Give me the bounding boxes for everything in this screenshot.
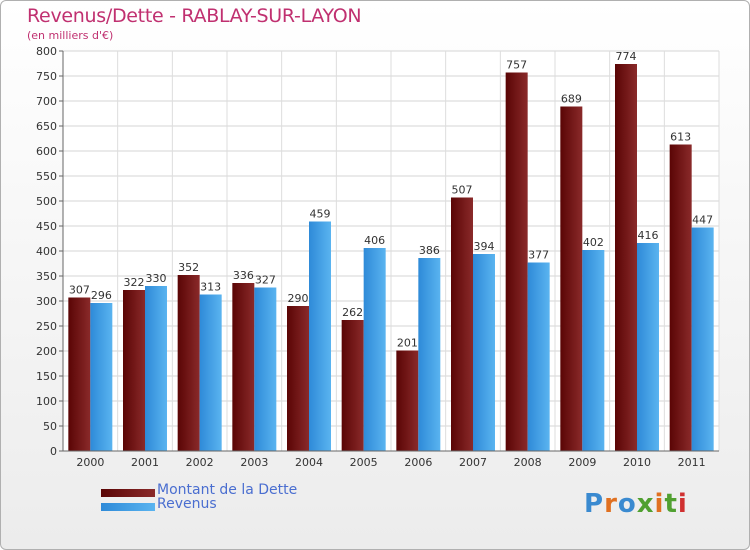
data-label-revenue: 394 bbox=[474, 240, 495, 253]
data-label-revenue: 386 bbox=[419, 244, 440, 257]
bar-revenue bbox=[309, 221, 331, 451]
x-tick-label: 2011 bbox=[678, 456, 706, 469]
x-tick-label: 2003 bbox=[240, 456, 268, 469]
bar-debt bbox=[669, 144, 692, 451]
y-tick-label: 650 bbox=[36, 120, 57, 133]
data-label-revenue: 313 bbox=[200, 281, 221, 294]
data-label-debt: 689 bbox=[561, 93, 582, 106]
bar-debt bbox=[232, 283, 255, 451]
bar-debt bbox=[615, 64, 637, 451]
data-label-revenue: 416 bbox=[638, 229, 659, 242]
x-tick-label: 2005 bbox=[350, 456, 378, 469]
y-tick-label: 400 bbox=[36, 245, 57, 258]
x-tick-label: 2004 bbox=[295, 456, 323, 469]
x-tick-label: 2002 bbox=[186, 456, 214, 469]
data-label-revenue: 330 bbox=[146, 272, 167, 285]
data-label-revenue: 406 bbox=[364, 234, 385, 247]
data-label-debt: 507 bbox=[452, 184, 473, 197]
data-label-revenue: 447 bbox=[692, 214, 713, 227]
x-tick-label: 2007 bbox=[459, 456, 487, 469]
bar-debt bbox=[451, 197, 473, 451]
legend-label-debt: Montant de la Dette bbox=[157, 482, 298, 498]
y-tick-label: 450 bbox=[36, 220, 57, 233]
bar-revenue bbox=[527, 262, 550, 451]
data-label-debt: 352 bbox=[178, 261, 199, 274]
logo-letter: i bbox=[677, 489, 688, 519]
y-tick-label: 500 bbox=[36, 195, 57, 208]
bar-revenue bbox=[90, 303, 113, 451]
y-tick-label: 550 bbox=[36, 170, 57, 183]
y-tick-label: 750 bbox=[36, 70, 57, 83]
bar-debt bbox=[560, 106, 583, 451]
y-tick-label: 100 bbox=[36, 395, 57, 408]
bar-revenue bbox=[254, 287, 277, 451]
y-tick-label: 600 bbox=[36, 145, 57, 158]
bar-revenue bbox=[418, 258, 441, 451]
y-tick-label: 200 bbox=[36, 345, 57, 358]
data-label-debt: 290 bbox=[288, 292, 309, 305]
y-tick-label: 150 bbox=[36, 370, 57, 383]
data-label-debt: 336 bbox=[233, 269, 254, 282]
logo-letter: P bbox=[584, 489, 605, 519]
data-label-debt: 201 bbox=[397, 337, 418, 350]
chart-title: Revenus/Dette - RABLAY-SUR-LAYON bbox=[27, 5, 362, 27]
data-label-debt: 322 bbox=[124, 276, 145, 289]
bar-debt bbox=[505, 72, 528, 451]
y-tick-label: 700 bbox=[36, 95, 57, 108]
logo-letter: o bbox=[617, 489, 637, 519]
bars-layer bbox=[68, 64, 714, 451]
y-tick-label: 250 bbox=[36, 320, 57, 333]
logo-letter: x bbox=[636, 489, 655, 519]
bar-debt bbox=[341, 320, 364, 451]
x-tick-label: 2010 bbox=[623, 456, 651, 469]
logo-letter: r bbox=[604, 489, 618, 519]
data-label-debt: 757 bbox=[506, 59, 527, 72]
bar-revenue bbox=[637, 243, 659, 451]
y-tick-label: 50 bbox=[43, 420, 57, 433]
data-label-debt: 613 bbox=[670, 131, 691, 144]
y-tick-label: 350 bbox=[36, 270, 57, 283]
y-tick-label: 0 bbox=[50, 445, 57, 458]
axis-layer: 0 50 100 150 200 250 300 350 400 450 500 550 600 650 7… bbox=[36, 45, 719, 469]
data-label-revenue: 296 bbox=[91, 289, 112, 302]
data-label-debt: 307 bbox=[69, 284, 90, 297]
bar-revenue bbox=[199, 294, 222, 451]
bar-revenue bbox=[363, 248, 386, 451]
data-label-revenue: 459 bbox=[310, 208, 331, 221]
legend-swatch-debt bbox=[101, 489, 155, 497]
data-label-revenue: 377 bbox=[528, 249, 549, 262]
bar-debt bbox=[68, 297, 91, 451]
bar-revenue bbox=[582, 250, 605, 451]
chart-subtitle: (en milliers d'€) bbox=[27, 29, 114, 42]
y-tick-label: 300 bbox=[36, 295, 57, 308]
data-label-revenue: 402 bbox=[583, 236, 604, 249]
data-label-revenue: 327 bbox=[255, 274, 276, 287]
bar-debt bbox=[177, 275, 200, 451]
data-label-debt: 774 bbox=[616, 50, 637, 63]
y-tick-label: 800 bbox=[36, 45, 57, 58]
proxiti-logo: Proxiti bbox=[584, 489, 688, 519]
bar-debt bbox=[287, 306, 309, 451]
legend-swatch-revenue bbox=[101, 503, 155, 511]
x-tick-label: 2006 bbox=[404, 456, 432, 469]
legend-label-revenue: Revenus bbox=[157, 496, 217, 512]
grid-layer bbox=[62, 50, 720, 452]
x-tick-label: 2001 bbox=[131, 456, 159, 469]
bar-debt bbox=[396, 350, 419, 451]
bar-revenue bbox=[473, 254, 495, 451]
bar-revenue bbox=[691, 227, 714, 451]
bar-revenue bbox=[145, 286, 167, 451]
x-tick-label: 2000 bbox=[76, 456, 104, 469]
x-tick-label: 2008 bbox=[514, 456, 542, 469]
data-label-debt: 262 bbox=[342, 306, 363, 319]
logo-letter: i bbox=[654, 489, 665, 519]
bar-debt bbox=[123, 290, 145, 451]
logo-letter: t bbox=[664, 489, 678, 519]
x-tick-label: 2009 bbox=[568, 456, 596, 469]
